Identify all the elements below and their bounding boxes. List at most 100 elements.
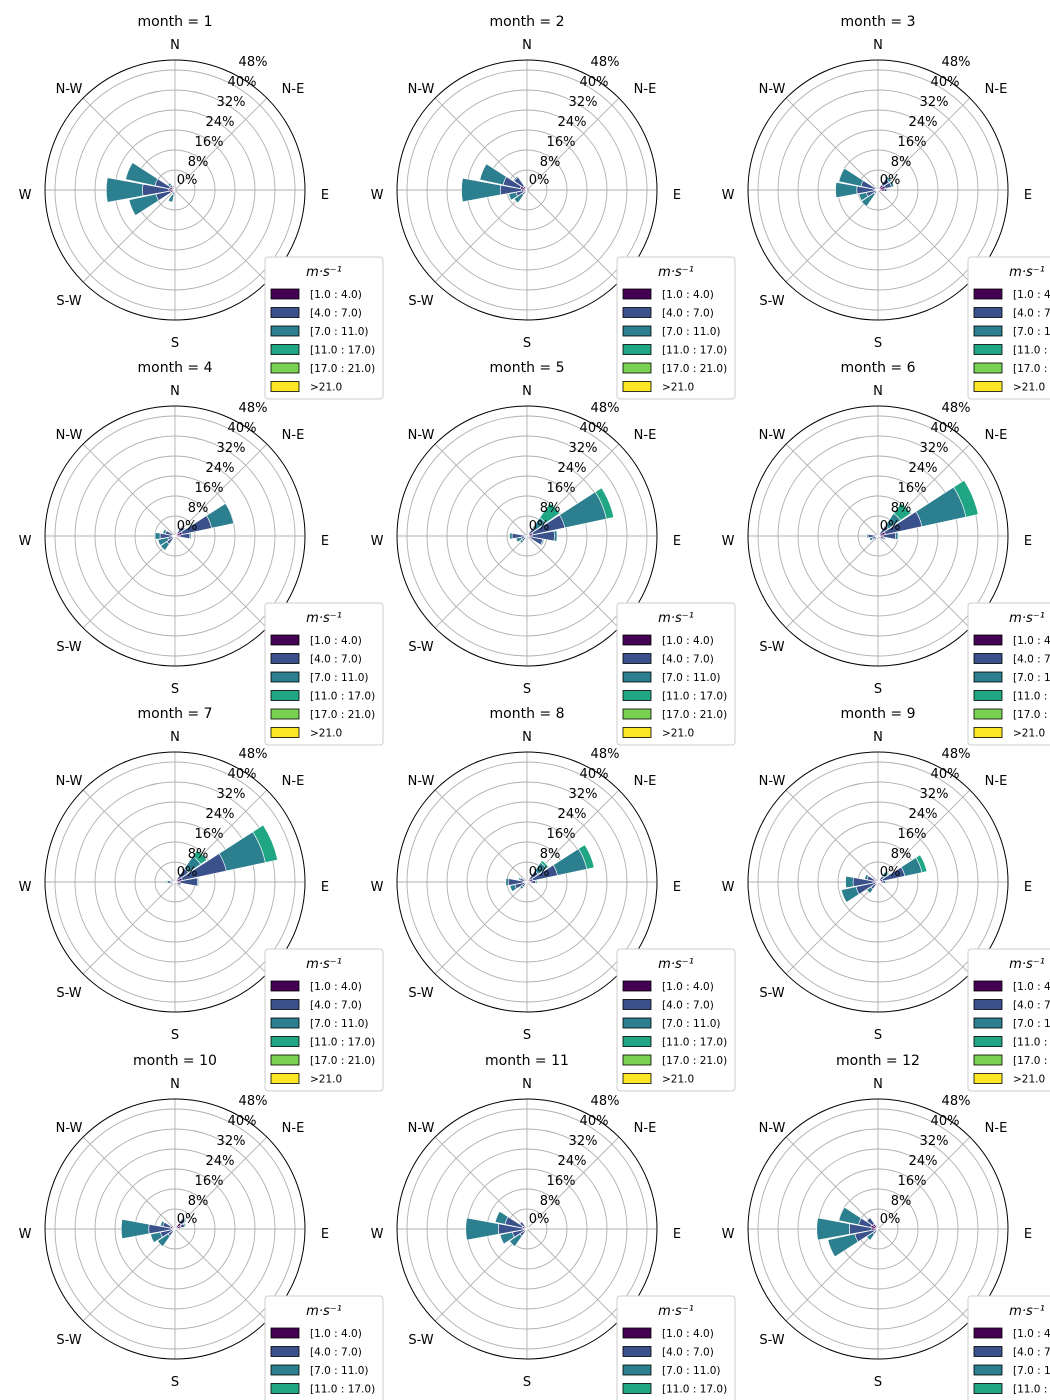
radial-tick-label: 32% (217, 95, 246, 110)
rose-bar (840, 886, 860, 903)
grid-spoke (434, 189, 528, 283)
radial-tick-label: 48% (239, 747, 268, 762)
legend-title: m·s⁻¹ (1009, 611, 1045, 626)
legend-entry: [17.0 : 21.0) (310, 1055, 375, 1067)
radial-tick-label: 48% (942, 747, 971, 762)
grid-spoke (174, 535, 268, 629)
radial-tick-label: 8% (188, 155, 209, 170)
radial-tick-label: 8% (540, 1194, 561, 1209)
radial-tick-label: 40% (228, 421, 257, 436)
rose-bar (180, 525, 186, 531)
radial-tick-label: 48% (239, 55, 268, 70)
rose-bar (884, 870, 890, 876)
legend-entry: [7.0 : 11.0) (662, 1365, 720, 1377)
radial-tick-label: 40% (580, 75, 609, 90)
legend-swatch (622, 1073, 652, 1084)
legend: m·s⁻¹ [1.0 : 4.0) [4.0 : 7.0) [7.0 : 11.0) [… (264, 1295, 384, 1400)
direction-label: S (171, 682, 179, 697)
legend-entry: [1.0 : 4.0) (1013, 289, 1050, 301)
radial-tick-label: 16% (195, 481, 224, 496)
rose-bar (578, 844, 595, 870)
radial-tick-label: 24% (909, 461, 938, 476)
grid-spoke (434, 535, 528, 629)
direction-label: N (170, 1077, 180, 1092)
legend-entry: [17.0 : 21.0) (310, 363, 375, 375)
legend-entry: [4.0 : 7.0) (310, 654, 362, 666)
radial-tick-label: 32% (920, 787, 949, 802)
legend-entry: >21.0 (662, 1074, 694, 1086)
legend: m·s⁻¹ [1.0 : 4.0) [4.0 : 7.0) [7.0 : 11.0) [… (967, 1295, 1050, 1400)
legend-swatch (270, 999, 300, 1010)
direction-label: S (171, 336, 179, 351)
legend-swatch (973, 1054, 1003, 1066)
radial-tick-label: 24% (909, 1154, 938, 1169)
rose-bar (883, 188, 888, 192)
legend-title: m·s⁻¹ (306, 611, 342, 626)
direction-label: S-W (408, 294, 433, 309)
radial-tick-label: 0% (880, 865, 901, 880)
direction-label: W (722, 1227, 735, 1242)
legend-swatch (270, 381, 300, 392)
radial-tick-label: 32% (920, 95, 949, 110)
grid-spoke (174, 1228, 268, 1322)
legend-title: m·s⁻¹ (1009, 265, 1045, 280)
direction-label: S (874, 682, 882, 697)
radial-tick-label: 16% (547, 827, 576, 842)
legend-entry: [1.0 : 4.0) (662, 635, 714, 647)
windrose-panel-9: month = 9 0% 8% 16% 24% 32% 40% 48% N N-E E S-W S W N-… (722, 706, 1050, 1092)
grid-spoke (82, 1136, 176, 1230)
windrose-panel-1: month = 1 0% 8% 16% 24% 32% 40% 48% N N-E E S-W S W N-… (19, 14, 384, 400)
direction-label: N-E (634, 774, 657, 789)
legend-entry: [11.0 : 17.0) (1013, 691, 1050, 703)
legend-entry: [11.0 : 17.0) (1013, 1384, 1050, 1396)
legend-swatch (622, 344, 652, 355)
direction-label: N-E (282, 774, 305, 789)
direction-label: E (321, 188, 329, 203)
legend-entry: [1.0 : 4.0) (1013, 635, 1050, 647)
rose-bar (105, 177, 144, 203)
direction-label: W (371, 1227, 384, 1242)
panel-title: month = 2 (490, 14, 565, 30)
direction-label: E (1024, 880, 1032, 895)
legend-swatch (622, 288, 652, 300)
rose-bar (893, 502, 912, 521)
rose-bar (206, 503, 235, 529)
direction-label: S (523, 336, 531, 351)
windrose-panel-2: month = 2 0% 8% 16% 24% 32% 40% 48% N N-E E S-W S W N-… (371, 14, 736, 400)
grid-spoke (174, 97, 268, 191)
direction-label: N-E (634, 82, 657, 97)
legend-swatch (622, 980, 652, 992)
legend-entry: [17.0 : 21.0) (662, 363, 727, 375)
direction-label: S (874, 336, 882, 351)
direction-label: S (523, 1028, 531, 1043)
direction-label: N-W (56, 1121, 83, 1136)
direction-label: N-W (408, 428, 435, 443)
legend-entry: [17.0 : 21.0) (1013, 709, 1050, 721)
polar-frame (396, 59, 658, 321)
legend-swatch (622, 999, 652, 1010)
rose-bar (522, 533, 527, 537)
polar-frame (396, 405, 658, 667)
rose-bar (509, 1233, 523, 1247)
rose-bar (866, 1232, 875, 1241)
legend: m·s⁻¹ [1.0 : 4.0) [4.0 : 7.0) [7.0 : 11.0) [… (616, 1295, 736, 1400)
rose-bar (159, 1220, 165, 1227)
radial-tick-label: 24% (558, 461, 587, 476)
direction-label: E (321, 1227, 329, 1242)
rose-bar (508, 192, 518, 201)
windrose-panel-4: month = 4 0% 8% 16% 24% 32% 40% 48% N N-E E S-W S W N-… (19, 360, 384, 746)
rose-bar (525, 1227, 528, 1230)
rose-bar (530, 880, 537, 884)
direction-label: W (722, 880, 735, 895)
direction-label: S-W (759, 294, 784, 309)
direction-label: S (523, 682, 531, 697)
legend-entry: [7.0 : 11.0) (1013, 326, 1050, 338)
panel-title: month = 1 (138, 14, 213, 30)
rose-bar (125, 162, 159, 187)
panel-title: month = 4 (138, 360, 213, 376)
polar-frame (44, 59, 306, 321)
legend-swatch (622, 1364, 652, 1376)
legend: m·s⁻¹ [1.0 : 4.0) [4.0 : 7.0) [7.0 : 11.0) [… (616, 602, 736, 746)
direction-label: N (873, 730, 883, 745)
direction-label: N-W (56, 774, 83, 789)
